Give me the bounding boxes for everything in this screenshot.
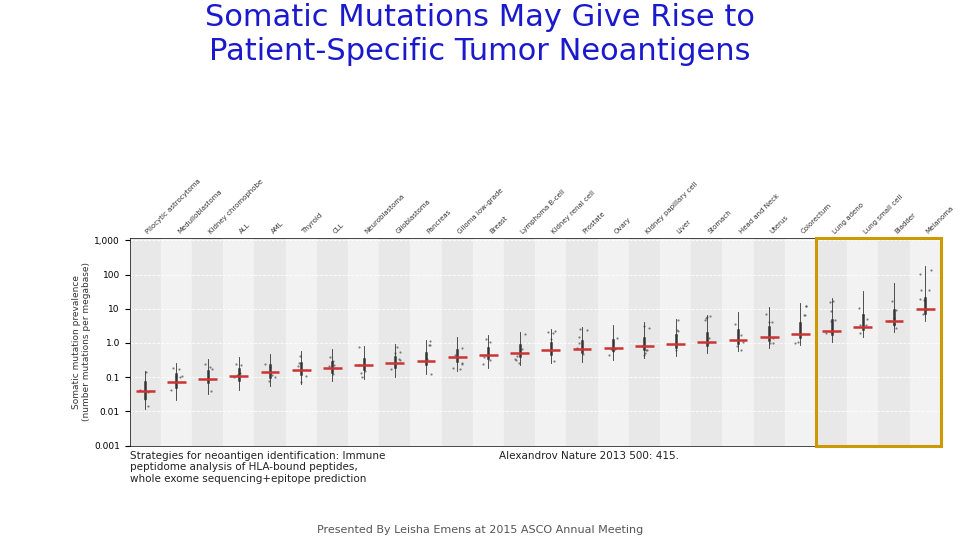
Bar: [784, 238, 816, 446]
Text: Neuroblastoma: Neuroblastoma: [364, 193, 405, 235]
Text: Glioblastoma: Glioblastoma: [395, 198, 431, 235]
Bar: [816, 238, 847, 446]
Bar: [847, 238, 878, 446]
Bar: [629, 238, 660, 446]
Bar: [566, 238, 597, 446]
Text: Liver: Liver: [676, 219, 692, 235]
Text: Kidney renal cell: Kidney renal cell: [551, 190, 596, 235]
Text: Pilocytic astrocytoma: Pilocytic astrocytoma: [145, 178, 203, 235]
Text: Colorectum: Colorectum: [801, 202, 833, 235]
Text: Breast: Breast: [489, 215, 509, 235]
Bar: [691, 238, 722, 446]
Text: Stomach: Stomach: [707, 209, 732, 235]
Text: Pancreas: Pancreas: [426, 208, 452, 235]
Text: Medulloblastoma: Medulloblastoma: [177, 188, 223, 235]
Bar: [254, 238, 286, 446]
Text: Thyroid: Thyroid: [301, 212, 324, 235]
Bar: [536, 238, 566, 446]
Bar: [597, 238, 629, 446]
Bar: [411, 238, 442, 446]
Bar: [910, 238, 941, 446]
Text: Lung small cell: Lung small cell: [863, 194, 904, 235]
Text: ALL: ALL: [239, 222, 252, 235]
Bar: [722, 238, 754, 446]
Y-axis label: Somatic mutation prevalence
(number mutations per megabase): Somatic mutation prevalence (number muta…: [72, 262, 91, 421]
Bar: [878, 238, 910, 446]
Bar: [504, 238, 536, 446]
Bar: [192, 238, 224, 446]
Text: Prostate: Prostate: [582, 211, 607, 235]
Bar: [130, 238, 161, 446]
Text: Kidney chromophobe: Kidney chromophobe: [207, 178, 264, 235]
Text: Strategies for neoantigen identification: Immune
peptidome analysis of HLA-bound: Strategies for neoantigen identification…: [130, 451, 385, 484]
Text: AML: AML: [270, 220, 284, 235]
Text: Alexandrov Nature 2013 500: 415.: Alexandrov Nature 2013 500: 415.: [499, 451, 680, 461]
Text: Head and Neck: Head and Neck: [738, 193, 780, 235]
Text: Presented By Leisha Emens at 2015 ASCO Annual Meeting: Presented By Leisha Emens at 2015 ASCO A…: [317, 524, 643, 535]
Bar: [442, 238, 473, 446]
Bar: [816, 238, 941, 446]
Text: Melanoma: Melanoma: [925, 205, 955, 235]
Bar: [317, 238, 348, 446]
Bar: [379, 238, 411, 446]
Bar: [754, 238, 784, 446]
Text: Lymphoma B-cell: Lymphoma B-cell: [519, 188, 566, 235]
Bar: [473, 238, 504, 446]
Text: Glioma low-grade: Glioma low-grade: [457, 187, 505, 235]
Bar: [224, 238, 254, 446]
Bar: [348, 238, 379, 446]
Text: Lung adeno: Lung adeno: [831, 201, 865, 235]
Text: Bladder: Bladder: [894, 212, 917, 235]
Text: Uterus: Uterus: [769, 214, 790, 235]
Text: CLL: CLL: [332, 222, 346, 235]
Bar: [286, 238, 317, 446]
Bar: [161, 238, 192, 446]
Text: Ovary: Ovary: [613, 216, 632, 235]
Bar: [660, 238, 691, 446]
Text: Kidney papillary cell: Kidney papillary cell: [644, 181, 699, 235]
Text: Somatic Mutations May Give Rise to
Patient-Specific Tumor Neoantigens: Somatic Mutations May Give Rise to Patie…: [205, 3, 755, 66]
